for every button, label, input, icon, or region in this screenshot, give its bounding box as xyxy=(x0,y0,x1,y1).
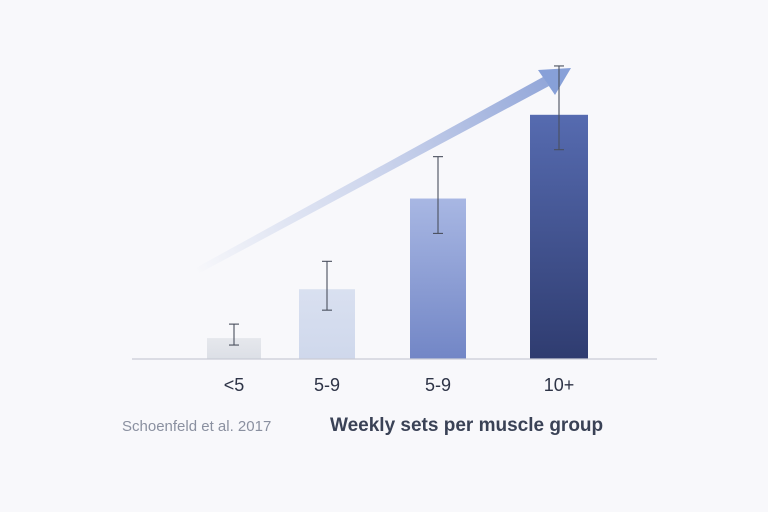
x-axis-title: Weekly sets per muscle group xyxy=(330,415,604,436)
error-bar-0 xyxy=(229,323,239,346)
x-tick-labels: <5 5-9 5-9 10+ xyxy=(224,375,575,395)
error-bar-1 xyxy=(322,260,332,311)
bars xyxy=(207,114,588,359)
error-bars xyxy=(229,65,564,346)
source-citation: Schoenfeld et al. 2017 xyxy=(122,418,272,435)
bar-0 xyxy=(207,338,261,359)
error-bar-2 xyxy=(433,156,443,234)
error-bar-3 xyxy=(554,65,564,151)
bar-3 xyxy=(530,114,588,359)
trend-arrow xyxy=(192,68,571,276)
trend-arrow-shaft xyxy=(192,77,549,276)
x-tick-label-0: <5 xyxy=(224,375,245,395)
x-tick-label-1: 5-9 xyxy=(314,375,340,395)
x-tick-label-2: 5-9 xyxy=(425,375,451,395)
x-tick-label-3: 10+ xyxy=(544,375,575,395)
trend-arrow-head xyxy=(538,68,571,95)
